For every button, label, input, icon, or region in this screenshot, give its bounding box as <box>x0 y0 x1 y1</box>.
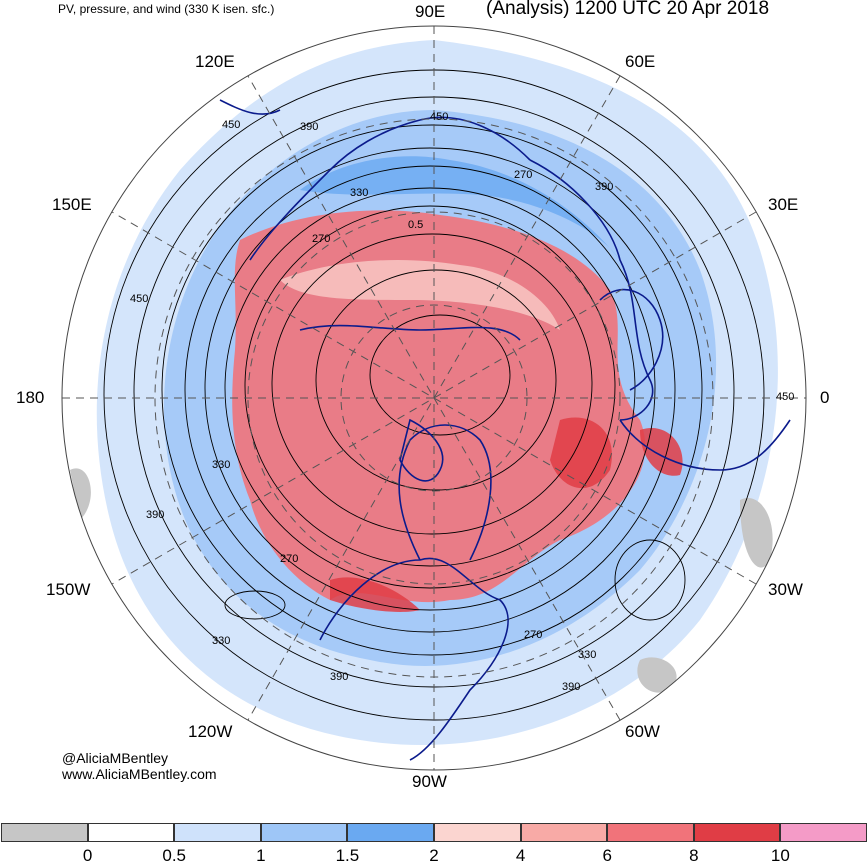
pv-light-red <box>280 260 560 330</box>
colorbar-tick-label: 0 <box>82 846 93 865</box>
colorbar-tick-label: 2 <box>429 846 439 865</box>
lon-label-150e: 150E <box>52 195 92 214</box>
contour-label: 450 <box>430 111 448 123</box>
lon-label-150w: 150W <box>46 580 91 599</box>
colorbar-swatch <box>1 823 88 842</box>
colorbar-tick-label: 8 <box>689 846 699 865</box>
credit-handle: @AliciaMBentley <box>62 750 169 766</box>
map-boundary <box>61 25 807 771</box>
contour-label: 450 <box>130 293 148 305</box>
lon-label-60e: 60E <box>625 52 656 71</box>
credit-website: www.AliciaMBentley.com <box>62 766 217 782</box>
lon-label-90e: 90E <box>415 2 446 21</box>
graticule <box>62 26 806 770</box>
lon-label-60w: 60W <box>625 722 660 741</box>
lon-label-0: 0 <box>820 388 830 407</box>
contour-label: 330 <box>212 635 230 647</box>
contour-label: 270 <box>280 553 298 565</box>
colorbar-swatch <box>174 823 261 842</box>
contour-label: 390 <box>300 121 318 133</box>
colorbar-swatch <box>693 823 781 842</box>
contour-label-group: 450 390 450 270 330 390 270 0.5 450 450 … <box>130 111 794 693</box>
contour-label: 270 <box>312 233 330 245</box>
colorbar-swatch <box>607 823 694 842</box>
colorbar-swatch <box>780 823 867 842</box>
contour-label: 390 <box>330 671 348 683</box>
lon-label-30e: 30E <box>768 195 799 214</box>
map-title: (Analysis) 1200 UTC 20 Apr 2018 <box>486 0 770 19</box>
contour-label: 390 <box>146 509 164 521</box>
lon-label-180: 180 <box>16 388 45 407</box>
colorbar-tick-label: 0.5 <box>162 846 187 865</box>
contour-label: 270 <box>514 169 532 181</box>
contour-label: 450 <box>222 119 240 131</box>
colorbar-swatch <box>87 823 175 842</box>
contour-label: 330 <box>350 187 368 199</box>
contour-label: 390 <box>562 681 580 693</box>
colorbar-tick-label: 1 <box>256 846 266 865</box>
contour-label: 450 <box>776 391 794 403</box>
colorbar-swatch <box>434 823 521 842</box>
colorbar-swatch <box>520 823 608 842</box>
colorbar-swatch <box>347 823 434 842</box>
lon-label-120w: 120W <box>188 722 233 741</box>
contour-label: 330 <box>212 459 230 471</box>
lon-label-30w: 30W <box>768 580 803 599</box>
colorbar-tick-label: 4 <box>515 846 526 865</box>
pv-blue-deep <box>300 156 620 260</box>
coastlines <box>219 99 791 761</box>
map-subtitle: PV, pressure, and wind (330 K isen. sfc.… <box>58 2 275 16</box>
colorbar-swatch <box>260 823 348 842</box>
colorbar-tick-label: 1.5 <box>335 846 360 865</box>
contour-label: 390 <box>595 181 613 193</box>
contour-label: 0.5 <box>408 219 423 231</box>
contour-label: 330 <box>578 649 596 661</box>
lon-label-120e: 120E <box>195 52 235 71</box>
lon-label-90w: 90W <box>412 772 447 791</box>
pv-pink-patches <box>330 417 683 612</box>
colorbar-tick-label: 6 <box>602 846 612 865</box>
contour-label: 270 <box>524 629 542 641</box>
colorbar-tick-label: 10 <box>770 846 790 865</box>
